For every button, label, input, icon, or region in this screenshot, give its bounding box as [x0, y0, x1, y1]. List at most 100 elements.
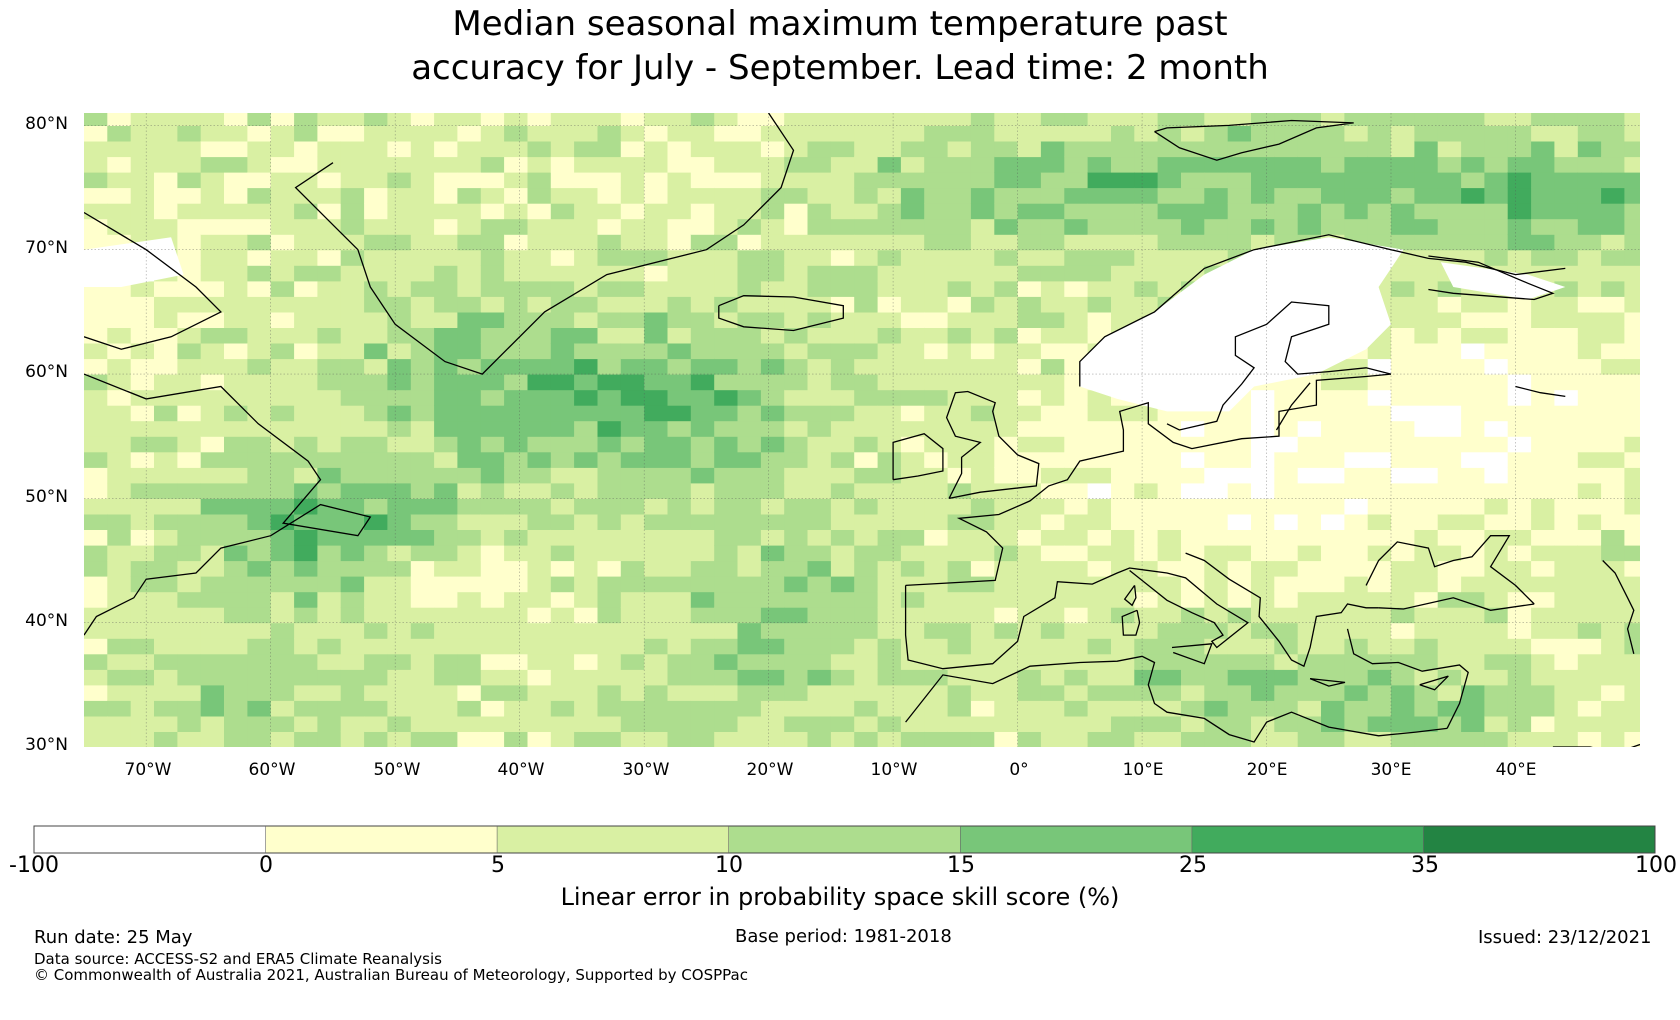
field-cell — [340, 172, 365, 189]
field-cell — [807, 296, 832, 313]
field-cell — [667, 280, 692, 297]
field-cell — [1251, 389, 1275, 406]
field-cell — [1414, 358, 1439, 375]
field-cell — [177, 141, 202, 158]
field-cell — [1111, 203, 1135, 220]
field-cell — [457, 234, 482, 251]
field-cell — [294, 700, 318, 717]
field-cell — [644, 265, 669, 282]
field-cell — [200, 684, 225, 701]
field-cell — [900, 669, 925, 686]
field-cell — [1017, 715, 1042, 732]
field-cell — [177, 622, 202, 639]
field-cell — [1040, 234, 1065, 251]
field-cell — [737, 203, 762, 220]
field-cell — [1391, 234, 1415, 251]
field-cell — [947, 203, 972, 220]
field-cell — [1461, 467, 1485, 484]
field-cell — [1111, 607, 1135, 624]
field-cell — [854, 218, 879, 235]
field-cell — [270, 141, 295, 158]
field-cell — [504, 172, 528, 189]
field-cell — [457, 715, 482, 732]
field-cell — [1017, 249, 1042, 266]
field-cell — [1321, 700, 1345, 717]
field-cell — [130, 669, 155, 686]
field-cell — [970, 234, 995, 251]
field-cell — [1484, 669, 1509, 686]
field-cell — [1064, 700, 1089, 717]
field-cell — [364, 715, 388, 732]
field-cell — [620, 374, 645, 391]
field-cell — [667, 420, 692, 437]
field-cell — [784, 218, 809, 235]
field-cell — [970, 638, 995, 655]
field-cell — [1624, 467, 1640, 484]
field-cell — [620, 280, 645, 297]
field-cell — [1134, 436, 1159, 453]
field-cell — [1321, 545, 1345, 562]
field-cell — [480, 622, 505, 639]
field-cell — [1577, 187, 1602, 204]
field-cell — [1624, 343, 1640, 360]
field-cell — [667, 607, 692, 624]
field-cell — [714, 451, 739, 468]
field-cell — [107, 203, 132, 220]
field-cell — [1367, 684, 1392, 701]
field-cell — [1040, 622, 1065, 639]
field-cell — [760, 482, 785, 499]
field-cell — [1531, 358, 1555, 375]
field-cell — [434, 218, 458, 235]
field-cell — [1624, 715, 1640, 732]
field-cell — [877, 218, 902, 235]
field-cell — [84, 296, 108, 313]
field-cell — [84, 545, 108, 562]
field-cell — [714, 327, 739, 344]
field-cell — [1017, 700, 1042, 717]
field-cell — [247, 125, 272, 142]
field-cell — [714, 249, 739, 266]
field-cell — [690, 265, 715, 282]
field-cell — [200, 498, 225, 515]
field-cell — [597, 638, 622, 655]
field-cell — [177, 669, 202, 686]
field-cell — [224, 607, 248, 624]
field-cell — [877, 591, 902, 608]
field-cell — [1017, 560, 1042, 577]
field-cell — [830, 296, 855, 313]
field-cell — [1274, 731, 1299, 747]
field-cell — [877, 156, 902, 173]
lon-label-20e: 20°E — [1246, 760, 1288, 780]
field-cell — [1227, 498, 1252, 515]
field-cell — [1040, 156, 1065, 173]
field-cell — [84, 638, 108, 655]
field-cell — [1391, 280, 1415, 297]
field-cell — [1414, 203, 1439, 220]
field-cell — [1344, 172, 1369, 189]
field-cell — [1321, 560, 1345, 577]
field-cell — [597, 451, 622, 468]
field-cell — [994, 389, 1019, 406]
field-cell — [1134, 203, 1159, 220]
field-cell — [690, 113, 715, 126]
field-cell — [807, 684, 832, 701]
field-cell — [597, 420, 622, 437]
field-cell — [1391, 420, 1415, 437]
field-cell — [994, 420, 1019, 437]
field-cell — [504, 218, 528, 235]
field-cell — [1391, 622, 1415, 639]
field-cell — [270, 653, 295, 670]
field-cell — [597, 249, 622, 266]
field-cell — [387, 234, 412, 251]
field-cell — [107, 715, 132, 732]
field-cell — [200, 280, 225, 297]
field-cell — [644, 436, 669, 453]
field-cell — [970, 156, 995, 173]
field-cell — [177, 343, 202, 360]
field-cell — [1344, 731, 1369, 747]
field-cell — [574, 249, 598, 266]
field-cell — [1391, 700, 1415, 717]
coastlines — [84, 113, 1640, 747]
field-cell — [737, 638, 762, 655]
field-cell — [527, 669, 552, 686]
